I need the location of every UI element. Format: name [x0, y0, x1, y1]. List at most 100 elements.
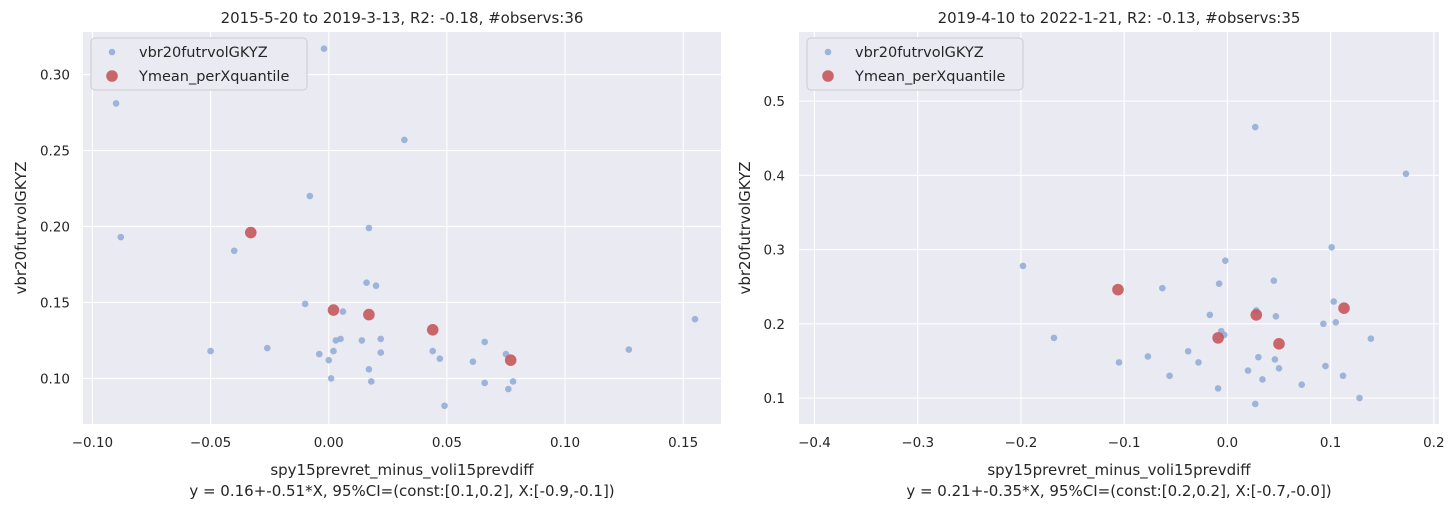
quantile-mean-point [1250, 309, 1263, 321]
x-tick-label: 0.10 [550, 435, 580, 451]
scatter-point [469, 358, 477, 366]
scatter-point [1332, 318, 1340, 326]
quantile-mean-point [1273, 338, 1285, 350]
scatter-point [441, 402, 448, 410]
scatter-point [1206, 311, 1214, 319]
scatter-point [1159, 284, 1166, 292]
scatter-point [691, 315, 699, 323]
x-axis-label: spy15prevret_minus_voli15prevdiff [270, 461, 534, 480]
x-tick-label: 0.05 [432, 435, 462, 451]
scatter-point [1259, 376, 1266, 383]
scatter-point [1244, 367, 1252, 374]
x-tick-label: 0.2 [1423, 435, 1444, 451]
legend-entry: Ymean_perXquantile [854, 69, 1005, 85]
y-tick-label: 0.20 [40, 219, 70, 235]
scatter-point [320, 45, 328, 53]
quantile-mean-point [327, 304, 340, 316]
plot-area [799, 32, 1439, 424]
legend: vbr20futrvolGKYZ Ymean_perXquantile [90, 37, 308, 91]
x-tick-label: −0.1 [1108, 435, 1141, 451]
scatter-point [1019, 262, 1027, 270]
scatter-point [367, 378, 375, 385]
quantile-mean-point [1338, 302, 1350, 314]
scatter-point [1330, 298, 1338, 305]
scatter-point [1328, 244, 1335, 251]
scatter-point [315, 350, 323, 358]
scatter-point [372, 282, 380, 290]
scatter-point [1255, 353, 1262, 361]
scatter-point [1144, 353, 1152, 360]
quantile-mean-point [363, 308, 375, 321]
quantile-mean-point [244, 226, 257, 239]
scatter-point [625, 346, 633, 353]
subplot-1: −0.10 −0.05 0.00 0.05 0.10 0.15 0.10 0.15 0.20 0.… [12, 9, 721, 500]
x-tick-label: 0.1 [1320, 435, 1341, 451]
x-tick-label: 0.15 [668, 435, 698, 451]
scatter-point [1222, 257, 1229, 264]
scatter-point [505, 385, 512, 393]
scatter-point [365, 366, 373, 373]
legend-marker [822, 70, 834, 82]
scatter-point [1356, 394, 1363, 402]
y-tick-label: 0.10 [40, 371, 70, 387]
legend-entry: vbr20futrvolGKYZ [855, 45, 984, 61]
y-tick-label: 0.4 [764, 168, 785, 184]
y-tick-label: 0.2 [764, 317, 785, 333]
scatter-point [1251, 400, 1259, 408]
legend-marker [108, 48, 116, 56]
scatter-point [1367, 335, 1375, 342]
series-Ymean_perXquantile [1112, 283, 1350, 350]
scatter-point [1320, 320, 1327, 328]
legend-marker [106, 70, 118, 82]
x-tick-label: −0.10 [72, 435, 113, 451]
scatter-point [301, 300, 309, 308]
scatter-point [325, 356, 333, 364]
x-tick-label: −0.2 [1005, 435, 1038, 451]
quantile-mean-point [1112, 283, 1124, 296]
scatter-point [1251, 123, 1259, 131]
scatter-point [363, 279, 370, 286]
scatter-point [1195, 359, 1202, 366]
scatter-point [358, 337, 366, 344]
scatter-point [330, 347, 337, 355]
x-tick-label: 0.0 [1217, 435, 1238, 451]
scatter-point [1322, 362, 1329, 370]
plot-area [83, 32, 721, 424]
scatter-point [377, 335, 385, 343]
scatter-point [509, 378, 517, 385]
scatter-point [1339, 372, 1347, 380]
scatter-point [401, 136, 408, 144]
series-vbr20futrvolGKYZ [1019, 123, 1410, 408]
x-tick-label: −0.4 [798, 435, 831, 451]
scatter-point [1402, 170, 1410, 178]
legend-marker [824, 48, 832, 56]
y-axis-label: vbr20futrvolGKYZ [736, 161, 754, 294]
legend-frame [90, 37, 308, 91]
y-tick-label: 0.3 [764, 243, 785, 259]
scatter-point [1270, 277, 1278, 285]
scatter-point [436, 355, 444, 362]
quantile-mean-point [504, 354, 517, 366]
regression-equation: y = 0.16+-0.51*X, 95%CI=(const:[0.1,0.2]… [189, 482, 614, 500]
y-tick-label: 0.15 [40, 295, 70, 311]
y-tick-label: 0.30 [40, 68, 70, 84]
scatter-point [1050, 334, 1058, 342]
scatter-point [1271, 356, 1279, 363]
series-Ymean_perXquantile [244, 226, 517, 366]
scatter-point [1166, 372, 1173, 380]
scatter-point [1115, 359, 1123, 366]
scatter-point [481, 338, 489, 346]
chart-title: 2015-5-20 to 2019-3-13, R2: -0.18, #obse… [221, 9, 584, 27]
scatter-point [230, 247, 238, 255]
legend: vbr20futrvolGKYZ Ymean_perXquantile [806, 37, 1024, 91]
scatter-point [429, 347, 437, 355]
y-axis-label: vbr20futrvolGKYZ [12, 161, 30, 294]
y-tick-label: 0.1 [764, 391, 785, 407]
y-tick-label: 0.25 [40, 144, 70, 160]
scatter-point [377, 349, 385, 356]
x-tick-label: −0.05 [190, 435, 231, 451]
scatter-point [1184, 347, 1192, 355]
scatter-point [1275, 365, 1283, 372]
scatter-point [327, 375, 335, 382]
